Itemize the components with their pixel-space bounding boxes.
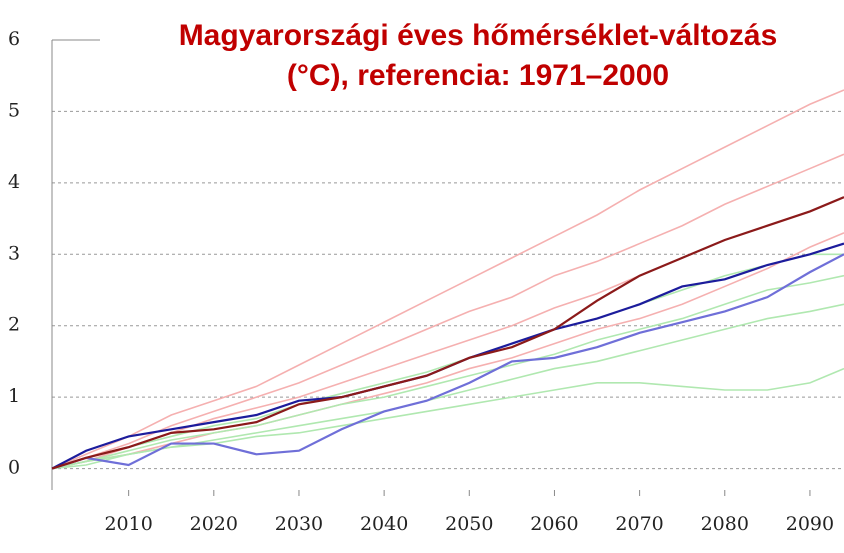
series-line (51, 232, 844, 470)
y-tick-label: 6 (8, 28, 20, 50)
x-tick-label: 2080 (701, 513, 749, 535)
x-tick-label: 2090 (786, 513, 834, 535)
series-line (51, 274, 844, 470)
series-line (51, 242, 844, 470)
x-tick-label: 2060 (530, 513, 578, 535)
y-tick-label: 4 (8, 171, 20, 193)
x-tick-label: 2010 (104, 513, 152, 535)
series-line (51, 196, 844, 470)
x-tick-label: 2040 (360, 513, 408, 535)
series-line (51, 253, 844, 470)
y-tick-label: 3 (8, 242, 20, 264)
series-line (51, 153, 844, 470)
series-line (51, 253, 844, 470)
y-tick-label: 2 (8, 314, 20, 336)
series-line (51, 367, 844, 470)
x-tick-label: 2020 (190, 513, 238, 535)
x-tick-label: 2070 (615, 513, 663, 535)
series-line (51, 196, 844, 470)
y-tick-label: 0 (8, 457, 20, 479)
y-tick-label: 1 (8, 385, 20, 407)
x-tick-label: 2030 (275, 513, 323, 535)
chart-title: Magyarországi éves hőmérséklet-változás … (178, 19, 778, 92)
series-line (51, 89, 844, 470)
y-tick-label: 5 (8, 99, 20, 121)
x-tick-label: 2050 (445, 513, 493, 535)
